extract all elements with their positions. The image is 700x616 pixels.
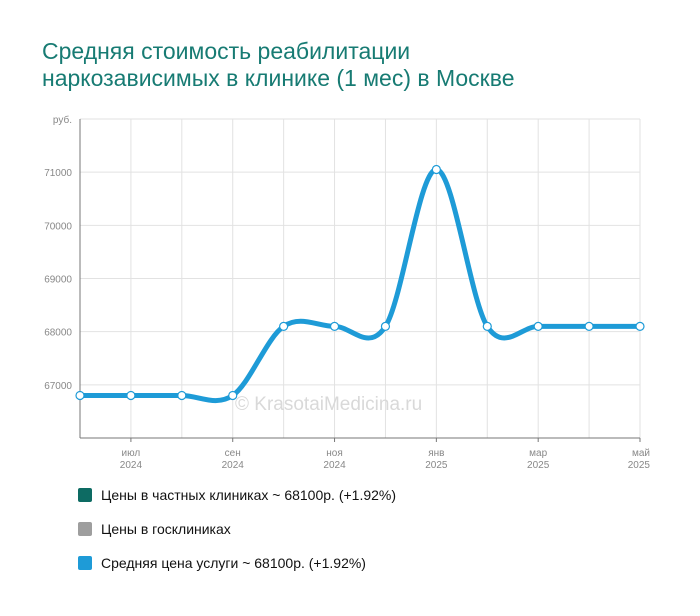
x-tick-label-month: сен xyxy=(225,448,241,459)
legend-item-state[interactable]: Цены в госклиниках xyxy=(78,520,396,538)
legend-item-average[interactable]: Средняя цена услуги ~ 68100р. (+1.92%) xyxy=(78,554,396,572)
data-point xyxy=(329,321,340,331)
x-tick-label-year: 2024 xyxy=(323,460,346,471)
legend-label-state: Цены в госклиниках xyxy=(101,521,231,537)
data-point xyxy=(635,321,645,331)
y-tick-label: 71000 xyxy=(44,168,72,179)
data-point xyxy=(126,390,136,401)
data-point xyxy=(228,390,238,401)
chart-title-line-2: наркозависимых в клинике (1 мес) в Москв… xyxy=(42,65,515,91)
data-point xyxy=(431,164,441,175)
data-point xyxy=(279,321,289,331)
legend-swatch-private xyxy=(78,488,92,502)
y-axis-unit-label: руб. xyxy=(53,114,72,126)
y-tick-label: 67000 xyxy=(44,381,72,392)
x-tick-label-month: май xyxy=(632,448,650,459)
legend-label-private: Цены в частных клиниках ~ 68100р. (+1.92… xyxy=(101,487,397,503)
data-point xyxy=(75,390,85,401)
x-tick-label-year: 2024 xyxy=(222,460,245,471)
data-point xyxy=(584,321,594,331)
chart-title: Средняя стоимость реабилитации наркозави… xyxy=(42,38,662,92)
x-tick-label-month: июл xyxy=(122,448,141,459)
legend: Цены в частных клиниках ~ 68100р. (+1.92… xyxy=(78,486,396,588)
x-tick-label-year: 2025 xyxy=(425,460,448,471)
data-point xyxy=(482,321,492,331)
series-line-average xyxy=(77,167,643,404)
y-tick-label: 68000 xyxy=(44,328,72,339)
watermark: © KrasotaiMedicina.ru xyxy=(235,394,423,415)
legend-swatch-average xyxy=(78,556,92,570)
y-tick-label: 69000 xyxy=(44,275,72,286)
x-tick-label-month: янв xyxy=(428,448,444,459)
data-point xyxy=(380,321,391,331)
chart-title-line-1: Средняя стоимость реабилитации xyxy=(42,38,411,64)
x-tick-label-year: 2025 xyxy=(628,460,651,471)
legend-swatch-state xyxy=(78,522,92,536)
x-tick-label-year: 2025 xyxy=(527,460,550,471)
x-tick-label-month: мар xyxy=(529,448,547,459)
legend-label-average: Средняя цена услуги ~ 68100р. (+1.92%) xyxy=(101,555,366,571)
x-tick-label-year: 2024 xyxy=(120,460,143,471)
legend-item-private[interactable]: Цены в частных клиниках ~ 68100р. (+1.92… xyxy=(78,486,396,504)
data-point xyxy=(177,390,187,401)
x-tick-label-month: ноя xyxy=(326,448,343,459)
y-tick-label: 70000 xyxy=(44,221,72,232)
data-point xyxy=(533,321,543,331)
